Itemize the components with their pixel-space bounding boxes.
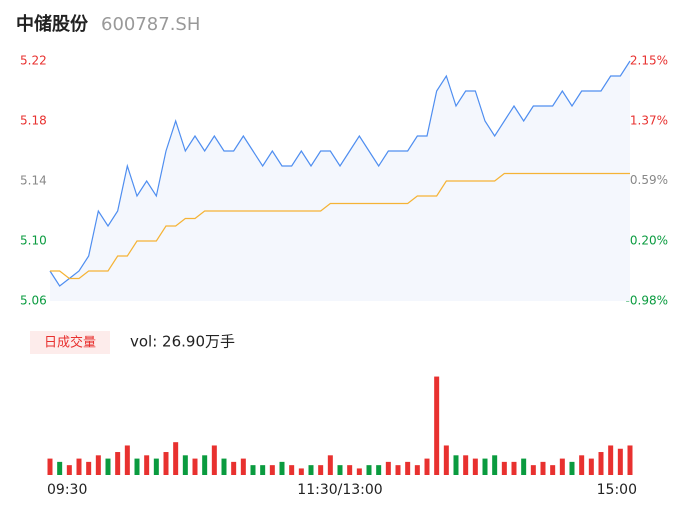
volume-bar <box>318 465 324 475</box>
volume-bar <box>356 468 362 475</box>
stock-name: 中储股份 <box>16 13 89 35</box>
volume-bar <box>66 465 72 475</box>
volume-bar <box>347 465 353 475</box>
volume-bar <box>434 376 440 475</box>
volume-bar <box>559 458 565 475</box>
volume-bar <box>327 455 333 475</box>
volume-bar <box>231 461 237 475</box>
y-tick-label: 5.14 <box>20 174 47 188</box>
volume-bar <box>221 458 227 475</box>
volume-tab <box>30 331 110 354</box>
volume-bar <box>173 442 179 475</box>
volume-bar <box>250 465 256 475</box>
volume-bar <box>521 458 527 475</box>
volume-bar <box>279 461 285 475</box>
volume-bar <box>511 461 517 475</box>
volume-bar <box>492 455 498 475</box>
volume-bar <box>202 455 208 475</box>
volume-bar <box>298 468 304 475</box>
x-tick-label: 15:00 <box>597 482 637 498</box>
volume-bar <box>105 458 111 475</box>
volume-bar <box>414 465 420 475</box>
x-tick-label: 09:30 <box>47 482 87 498</box>
volume-bar <box>501 461 507 475</box>
volume-bar <box>627 445 633 475</box>
price-area <box>50 61 630 301</box>
volume-bar <box>289 465 295 475</box>
y2-tick-label: 0.59% <box>630 173 668 187</box>
volume-annotation: vol: 26.90万手 <box>130 333 235 351</box>
y2-tick-label: -0.20% <box>626 234 668 248</box>
y2-tick-label: 2.15% <box>630 54 668 68</box>
volume-bar <box>308 465 314 475</box>
volume-bar <box>337 465 343 475</box>
volume-bar <box>598 452 604 475</box>
volume-bar <box>95 455 101 475</box>
y-tick-label: 5.18 <box>20 114 47 128</box>
x-tick-label: 11:30/13:00 <box>297 482 382 498</box>
y2-tick-label: -0.98% <box>626 294 668 308</box>
volume-bar <box>453 455 459 475</box>
volume-bar <box>608 445 614 475</box>
average-line <box>50 172 630 280</box>
y-tick-label: 5.06 <box>20 294 47 308</box>
volume-bar <box>366 465 372 475</box>
volume-bar <box>240 458 246 475</box>
volume-bar <box>617 448 623 475</box>
volume-bar <box>463 455 469 475</box>
volume-bar <box>588 458 594 475</box>
volume-bar <box>395 465 401 475</box>
price-line <box>49 60 631 287</box>
volume-bar <box>86 461 92 475</box>
volume-bar <box>163 452 169 475</box>
volume-bar <box>269 465 275 475</box>
volume-bar <box>376 465 382 475</box>
volume-bar <box>540 461 546 475</box>
volume-bar <box>530 465 536 475</box>
y-tick-label: 5.22 <box>20 54 47 68</box>
volume-bar <box>153 458 159 475</box>
volume-bar <box>405 461 411 475</box>
volume-bar <box>57 461 63 475</box>
volume-bar <box>472 458 478 475</box>
volume-bar <box>482 458 488 475</box>
volume-bar <box>550 465 556 475</box>
volume-bar <box>579 455 585 475</box>
volume-bar <box>134 458 140 475</box>
volume-bar <box>443 445 449 475</box>
volume-bar <box>144 455 150 475</box>
volume-title: 日成交量 <box>44 335 96 351</box>
volume-bar <box>47 458 53 475</box>
volume-bar <box>124 445 130 475</box>
volume-bar <box>182 455 188 475</box>
volume-bar <box>211 445 217 475</box>
stock-code: 600787.SH <box>101 14 200 35</box>
volume-bar <box>569 461 575 475</box>
y-tick-label: 5.10 <box>20 234 47 248</box>
volume-bar <box>115 452 121 475</box>
volume-bar <box>424 458 430 475</box>
volume-bar <box>192 458 198 475</box>
volume-bar <box>385 461 391 475</box>
volume-bar <box>260 465 266 475</box>
y2-tick-label: 1.37% <box>630 113 668 127</box>
volume-bar <box>76 458 82 475</box>
